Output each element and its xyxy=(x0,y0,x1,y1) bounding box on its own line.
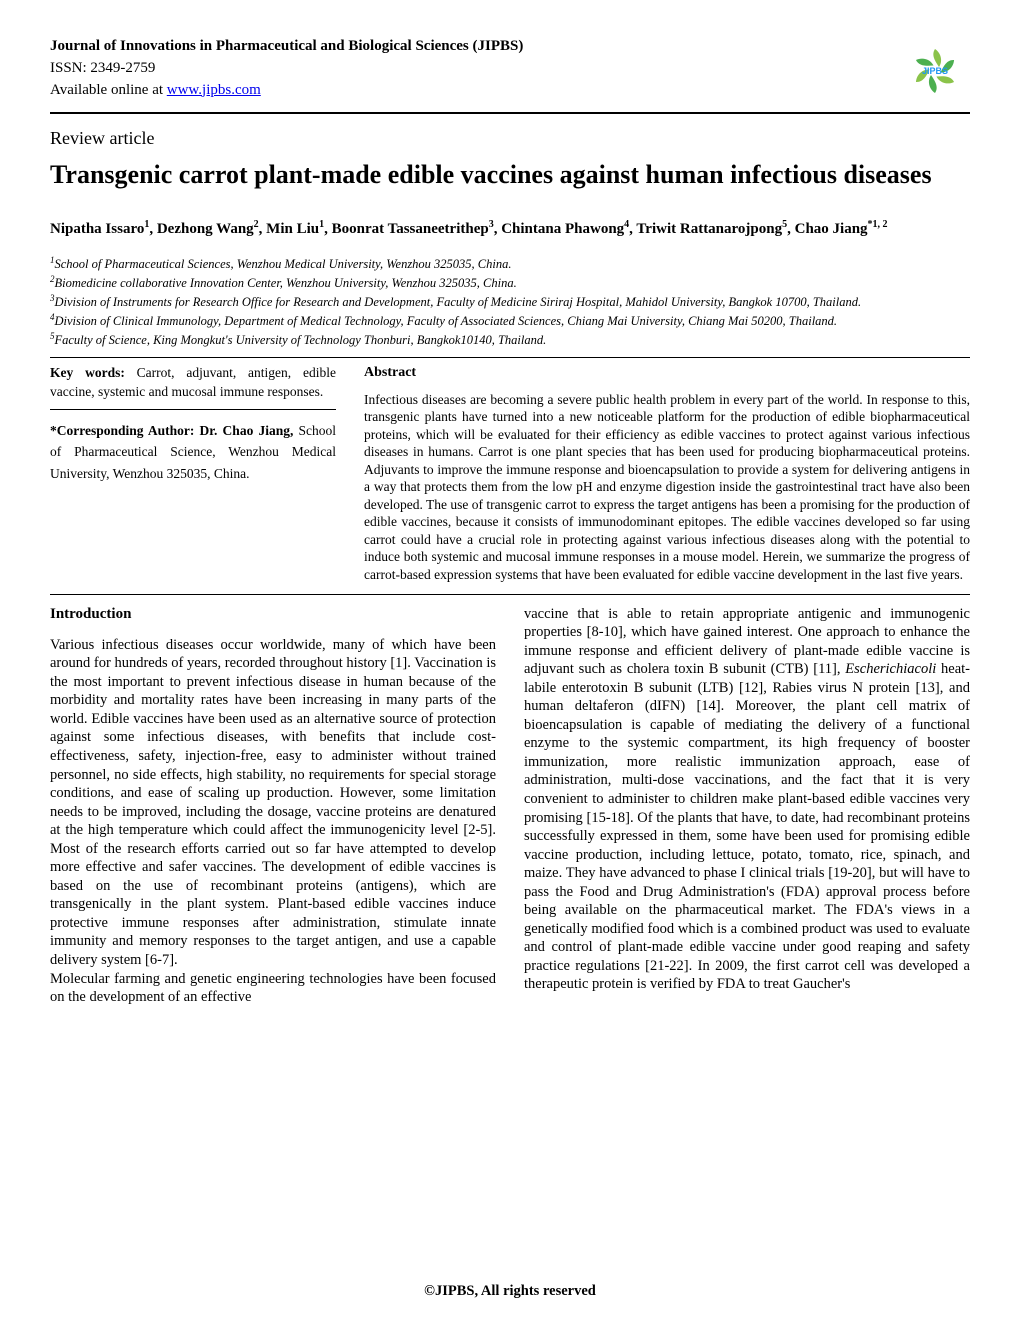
affiliation-list: 1School of Pharmaceutical Sciences, Wenz… xyxy=(50,254,970,349)
body-paragraph: Molecular farming and genetic engineerin… xyxy=(50,970,496,1007)
abstract-column: Abstract Infectious diseases are becomin… xyxy=(364,364,970,583)
affiliation-item: 1School of Pharmaceutical Sciences, Wenz… xyxy=(50,254,970,273)
body-text-span: heat-labile enterotoxin B subunit (LTB) … xyxy=(524,661,970,992)
italic-species: Escherichiacoli xyxy=(845,661,936,677)
body-paragraph: vaccine that is able to retain appropria… xyxy=(524,605,970,994)
author-list: Nipatha Issaro1, Dezhong Wang2, Min Liu1… xyxy=(50,218,970,240)
mid-rule-block xyxy=(50,357,970,358)
journal-header: Journal of Innovations in Pharmaceutical… xyxy=(50,36,970,106)
thin-rule xyxy=(50,357,970,358)
affiliation-item: 4Division of Clinical Immunology, Depart… xyxy=(50,311,970,330)
issn-line: ISSN: 2349-2759 xyxy=(50,58,523,80)
header-rule xyxy=(50,112,970,114)
affiliation-item: 3Division of Instruments for Research Of… xyxy=(50,292,970,311)
affiliation-item: 5Faculty of Science, King Mongkut's Univ… xyxy=(50,330,970,349)
body-column-left: Introduction Various infectious diseases… xyxy=(50,605,496,1007)
abstract-text: Infectious diseases are becoming a sever… xyxy=(364,391,970,584)
meta-abstract-row: Key words: Carrot, adjuvant, antigen, ed… xyxy=(50,364,970,583)
journal-url-link[interactable]: www.jipbs.com xyxy=(167,82,261,98)
svg-text:JIPBS: JIPBS xyxy=(922,66,948,76)
keywords-block: Key words: Carrot, adjuvant, antigen, ed… xyxy=(50,364,336,400)
journal-name: Journal of Innovations in Pharmaceutical… xyxy=(50,36,523,58)
corresponding-author-block: *Corresponding Author: Dr. Chao Jiang, S… xyxy=(50,420,336,485)
meta-column: Key words: Carrot, adjuvant, antigen, ed… xyxy=(50,364,336,583)
copyright-footer: ©JIPBS, All rights reserved xyxy=(0,1283,1020,1300)
affiliation-item: 2Biomedicine collaborative Innovation Ce… xyxy=(50,273,970,292)
abstract-bottom-rule xyxy=(50,594,970,595)
meta-divider xyxy=(50,409,336,410)
introduction-heading: Introduction xyxy=(50,605,496,624)
online-line: Available online at www.jipbs.com xyxy=(50,80,523,102)
corresponding-label: *Corresponding Author: Dr. Chao Jiang, xyxy=(50,423,293,438)
online-prefix: Available online at xyxy=(50,82,167,98)
body-columns: Introduction Various infectious diseases… xyxy=(50,605,970,1007)
article-type: Review article xyxy=(50,128,970,149)
keywords-label: Key words: xyxy=(50,365,125,380)
body-column-right: vaccine that is able to retain appropria… xyxy=(524,605,970,1007)
journal-info-block: Journal of Innovations in Pharmaceutical… xyxy=(50,36,523,101)
jipbs-logo-icon: JIPBS xyxy=(900,36,970,106)
abstract-heading: Abstract xyxy=(364,364,970,382)
body-paragraph: Various infectious diseases occur worldw… xyxy=(50,636,496,970)
article-title: Transgenic carrot plant-made edible vacc… xyxy=(50,159,970,190)
